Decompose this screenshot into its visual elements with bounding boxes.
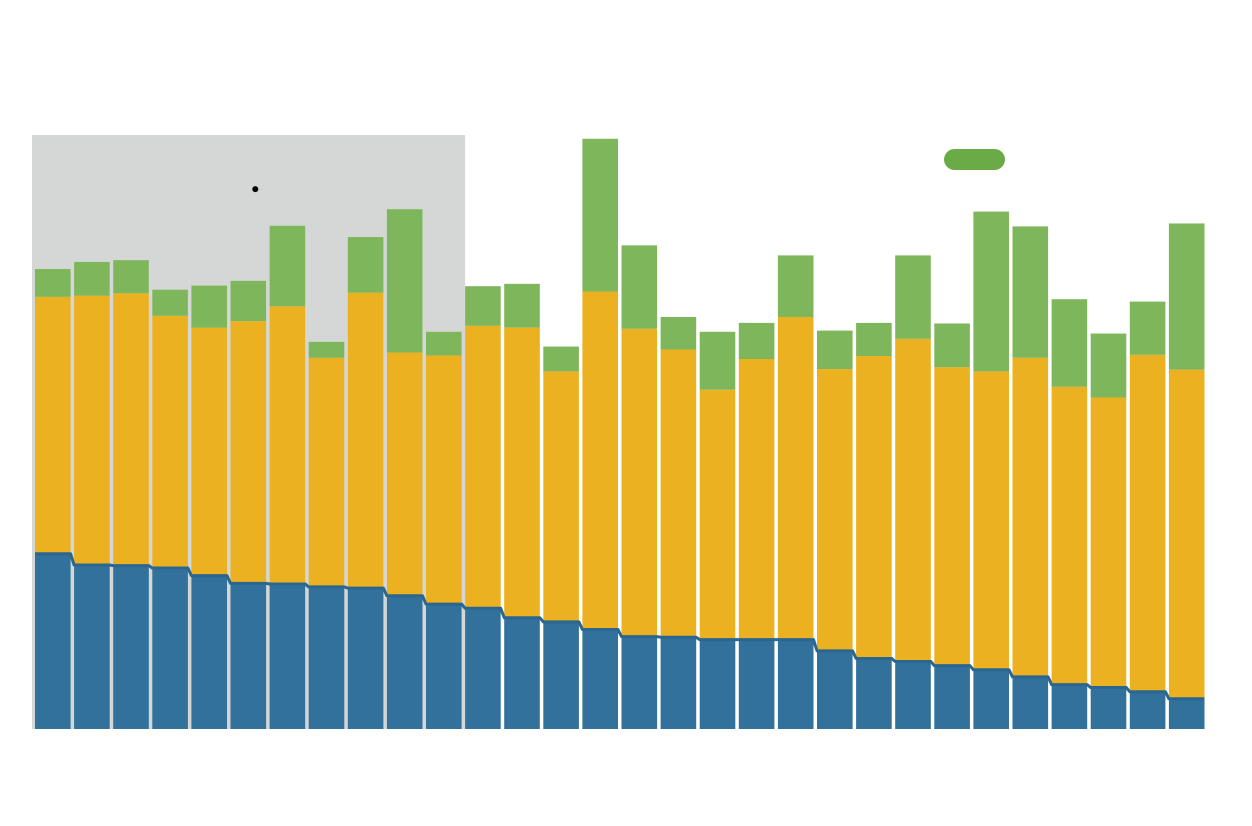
- bar-segment-s3-13: [504, 283, 540, 328]
- bar-segment-s2-20: [777, 316, 814, 640]
- bar-segment-s1-24: [934, 665, 970, 729]
- bar-segment-s2-19: [738, 359, 775, 640]
- bar-segment-s2-9: [347, 292, 384, 589]
- bar-segment-s2-27: [1051, 386, 1088, 685]
- bar-segment-s2-24: [934, 367, 970, 666]
- bar-segment-s2-15: [582, 291, 618, 630]
- series-1-trend-line: [35, 552, 1205, 701]
- bar-segment-s3-1: [35, 269, 71, 297]
- bar-segment-s2-1: [35, 296, 71, 554]
- bar-segment-s2-3: [113, 293, 149, 566]
- bar-segment-s2-8: [308, 357, 345, 587]
- bar-segment-s3-7: [269, 225, 306, 307]
- bar-segment-s3-28: [1090, 333, 1127, 398]
- bar-segment-s1-19: [738, 639, 775, 729]
- bar-segment-s1-5: [191, 575, 227, 729]
- bar-segment-s1-8: [308, 586, 345, 729]
- bar-segment-s1-18: [699, 639, 736, 729]
- legend-swatch: [944, 149, 1005, 170]
- bar-segment-s3-4: [152, 289, 188, 316]
- bar-segment-s3-5: [191, 285, 227, 328]
- bar-segment-s2-28: [1090, 397, 1127, 688]
- bar-segment-s1-16: [621, 636, 658, 729]
- bar-segment-s1-7: [269, 583, 306, 729]
- bar-segment-s1-4: [152, 567, 188, 729]
- bar-segment-s3-9: [347, 237, 384, 293]
- bar-segment-s2-23: [895, 338, 931, 662]
- bar-segment-s3-14: [543, 346, 579, 372]
- bar-segment-s3-23: [895, 255, 931, 339]
- bar-segment-s2-26: [1012, 357, 1049, 677]
- bar-segment-s3-22: [856, 322, 892, 357]
- bar-segment-s3-25: [973, 211, 1009, 372]
- bar-segment-s3-8: [308, 341, 345, 358]
- bar-segment-s2-12: [465, 325, 501, 609]
- bar-segment-s1-2: [74, 565, 110, 729]
- bar-segment-s3-30: [1168, 223, 1205, 370]
- bar-segment-s1-14: [543, 621, 579, 729]
- bar-segment-s1-11: [426, 604, 462, 729]
- bar-segment-s2-13: [504, 327, 540, 618]
- bar-segment-s2-30: [1168, 369, 1205, 699]
- bar-segment-s2-10: [386, 352, 423, 596]
- bar-segment-s3-2: [74, 261, 110, 296]
- bar-segment-s2-6: [230, 321, 267, 584]
- bar-segment-s1-30: [1168, 698, 1205, 729]
- bar-segment-s1-21: [817, 650, 853, 729]
- bar-segment-s3-17: [660, 316, 697, 350]
- bar-segment-s3-24: [934, 323, 970, 368]
- bar-segment-s3-10: [386, 209, 423, 353]
- bar-segment-s1-22: [856, 658, 892, 729]
- bar-segment-s3-11: [426, 331, 462, 356]
- bar-segment-s1-27: [1051, 684, 1088, 729]
- bar-segment-s3-12: [465, 286, 501, 326]
- bar-segment-s1-9: [347, 588, 384, 729]
- bar-segment-s2-16: [621, 328, 658, 637]
- bar-segment-s1-26: [1012, 676, 1049, 729]
- bar-segment-s1-15: [582, 629, 618, 729]
- bar-segment-s3-16: [621, 245, 658, 329]
- bar-segment-s2-7: [269, 306, 306, 584]
- bar-segment-s2-14: [543, 371, 579, 622]
- bar-segment-s3-6: [230, 280, 267, 322]
- bar-segment-s3-15: [582, 138, 618, 292]
- bar-segment-s1-13: [504, 617, 540, 729]
- bar-segment-s3-20: [777, 255, 814, 317]
- bar-segment-s3-19: [738, 322, 775, 359]
- bar-segment-s2-22: [856, 356, 892, 659]
- bar-segment-s2-18: [699, 389, 736, 640]
- bar-segment-s3-18: [699, 331, 736, 390]
- bar-segment-s3-3: [113, 260, 149, 294]
- bar-segment-s1-17: [660, 637, 697, 729]
- bar-segment-s3-21: [817, 330, 853, 370]
- bar-segment-s1-28: [1090, 687, 1127, 729]
- bar-segment-s3-26: [1012, 226, 1049, 358]
- bar-segment-s1-25: [973, 669, 1009, 729]
- bar-segment-s3-29: [1129, 301, 1166, 355]
- annotation-marker-dot: [252, 186, 259, 193]
- bar-segment-s2-4: [152, 315, 188, 568]
- bar-segment-s2-21: [817, 369, 853, 651]
- bar-segment-s1-1: [35, 553, 71, 729]
- bar-segment-s1-20: [777, 639, 814, 729]
- bar-segment-s1-10: [386, 595, 423, 729]
- bar-segment-s2-11: [426, 355, 462, 605]
- bar-segment-s2-29: [1129, 354, 1166, 692]
- bar-segment-s1-29: [1129, 691, 1166, 729]
- bar-segment-s3-27: [1051, 299, 1088, 387]
- bar-segment-s1-3: [113, 565, 149, 729]
- bar-segment-s2-25: [973, 371, 1009, 670]
- bar-segment-s1-23: [895, 661, 931, 729]
- bar-segment-s2-2: [74, 295, 110, 566]
- bar-segment-s1-12: [465, 608, 501, 729]
- bar-segment-s2-17: [660, 349, 697, 638]
- bar-segment-s1-6: [230, 583, 267, 729]
- bar-segment-s2-5: [191, 327, 227, 576]
